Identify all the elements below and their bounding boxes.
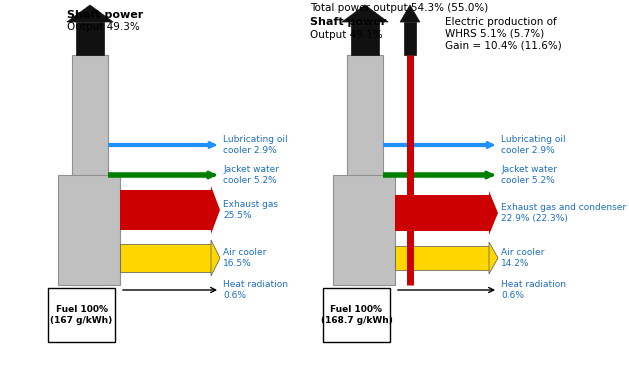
Polygon shape [120, 244, 211, 272]
Polygon shape [72, 55, 108, 285]
Text: Fuel 100%
(167 g/kWh): Fuel 100% (167 g/kWh) [50, 305, 113, 325]
Polygon shape [76, 22, 104, 55]
Text: Output 49.3%: Output 49.3% [67, 22, 140, 32]
Polygon shape [67, 5, 113, 22]
Polygon shape [404, 22, 416, 55]
Polygon shape [211, 186, 220, 234]
Polygon shape [395, 195, 489, 231]
Polygon shape [400, 5, 420, 22]
Text: Exhaust gas
25.5%: Exhaust gas 25.5% [223, 200, 278, 220]
Polygon shape [48, 288, 115, 342]
Polygon shape [347, 55, 383, 285]
Polygon shape [323, 288, 390, 342]
Text: Air cooler
14.2%: Air cooler 14.2% [501, 248, 544, 268]
Text: Shaft power: Shaft power [67, 10, 143, 20]
Polygon shape [333, 175, 395, 285]
Text: Exhaust gas and condenser
22.9% (22.3%): Exhaust gas and condenser 22.9% (22.3%) [501, 203, 626, 223]
Text: Lubricating oil
cooler 2.9%: Lubricating oil cooler 2.9% [501, 135, 565, 155]
Text: Fuel 100%
(168.7 g/kWh): Fuel 100% (168.7 g/kWh) [321, 305, 392, 325]
Text: Heat radiation
0.6%: Heat radiation 0.6% [501, 280, 566, 300]
Polygon shape [342, 5, 388, 22]
Text: Jacket water
cooler 5.2%: Jacket water cooler 5.2% [223, 165, 279, 185]
Polygon shape [489, 242, 498, 274]
Text: Jacket water
cooler 5.2%: Jacket water cooler 5.2% [501, 165, 557, 185]
Text: Air cooler
16.5%: Air cooler 16.5% [223, 248, 266, 268]
Polygon shape [489, 191, 498, 235]
Text: Total power output 54.3% (55.0%): Total power output 54.3% (55.0%) [310, 3, 488, 13]
Text: Shaft power: Shaft power [310, 17, 386, 27]
Text: Heat radiation
0.6%: Heat radiation 0.6% [223, 280, 288, 300]
Polygon shape [120, 190, 211, 230]
Polygon shape [395, 246, 489, 270]
Polygon shape [211, 240, 220, 276]
Polygon shape [58, 175, 120, 285]
Text: Electric production of
WHRS 5.1% (5.7%)
Gain = 10.4% (11.6%): Electric production of WHRS 5.1% (5.7%) … [445, 17, 562, 50]
Polygon shape [351, 22, 379, 55]
Text: Lubricating oil
cooler 2.9%: Lubricating oil cooler 2.9% [223, 135, 287, 155]
Text: Output 49.1%: Output 49.1% [310, 30, 383, 40]
